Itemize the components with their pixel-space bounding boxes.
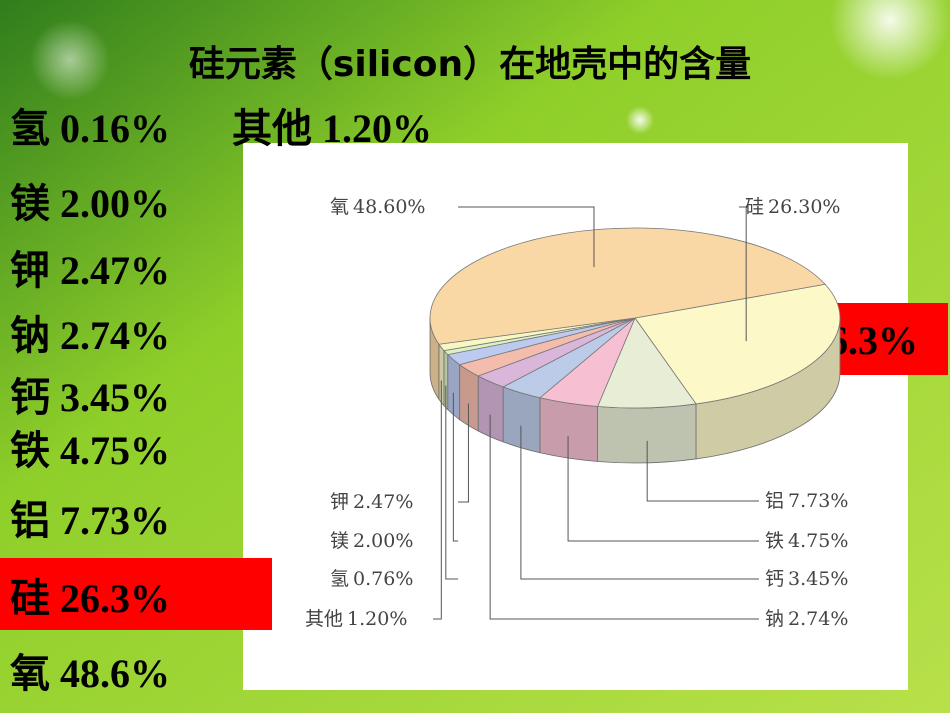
leader-line [458,206,595,268]
slice-label: 氧 48.60% [330,196,425,218]
value-label: 7.73% [788,490,848,512]
leader-line [452,392,458,542]
slice-label: 硅 26.30% [745,196,840,218]
category-label: 镁 [330,530,349,552]
value-label: 4.75% [788,530,848,552]
slice-shade [597,403,697,464]
leader-line [567,436,759,542]
value-label: 3.45% [788,568,848,590]
slice [429,227,826,345]
slice-label: 铁 4.75% [765,530,848,552]
bokeh [30,20,110,100]
slice-label: 镁 2.00% [330,530,413,552]
category-label: 氧 [330,196,349,218]
bokeh [626,106,654,134]
slice-label: 铝 7.73% [765,490,848,512]
slice-shade [443,350,448,410]
slice [597,317,697,409]
list-item: 镁 2.00% [10,181,170,226]
value-label: 2.00% [353,530,413,552]
slice-label: 其他 1.20% [305,608,407,630]
slice-shade [447,354,460,420]
category-label: 铝 [765,490,784,512]
category-label: 钾 [330,491,349,513]
list-item: 铁 4.75% [10,428,170,473]
category-label: 其他 [305,608,343,630]
list-item: 硅 26.3% [10,576,170,621]
leader-line [739,206,747,342]
category-label: 氢 [330,568,349,590]
value-label: 26.30% [768,196,840,218]
left-list: 氢 0.16% 其他 1.20%镁 2.00%钾 2.47%钠 2.74%钙 3.… [10,106,432,696]
slice [634,283,841,405]
category-label: 钙 [765,568,784,590]
category-label: 硅 [745,196,764,218]
list-item: 其他 1.20% [232,106,432,151]
value-label: 1.20% [347,608,407,630]
value-label: 48.60% [353,196,425,218]
category-label: 钠 [765,608,784,630]
leader-line [646,440,759,502]
leader-line [433,380,442,620]
slice-shade [438,344,444,406]
list-item: 钠 2.74% [10,313,170,358]
list-item: 铝 7.73% [10,498,170,543]
leader-line [445,385,458,580]
slice-label: 钙 3.45% [765,568,848,590]
slice-shade [696,318,840,459]
leader-line [458,403,469,503]
list-item: 氧 48.6% [10,651,170,696]
value-label: 0.76% [353,568,413,590]
value-label: 2.47% [353,491,413,513]
slice-label: 钠 2.74% [765,608,848,630]
slice-shade [459,364,479,431]
bokeh [830,0,950,80]
slice-shade [503,386,540,453]
value-label: 2.74% [788,608,848,630]
list-item: 氢 0.16% [10,106,170,151]
slice-shade [539,397,598,462]
list-item: 钙 3.45% [10,375,170,420]
title: 硅元素（silicon）在地壳中的含量 [189,44,751,85]
pie-chart: 硅 26.30%铝 7.73%铁 4.75%钙 3.45%钠 2.74%钾 2.47%镁 2.… [305,196,848,630]
leader-line [520,425,759,580]
list-item: 钾 2.47% [10,248,170,293]
category-label: 铁 [765,530,784,552]
slice-shade [478,375,504,442]
slice-shade [430,318,439,400]
slice-label: 钾 2.47% [330,491,413,513]
slice-label: 氢 0.76% [330,568,413,590]
leader-line [489,414,759,620]
highlight [0,558,272,630]
